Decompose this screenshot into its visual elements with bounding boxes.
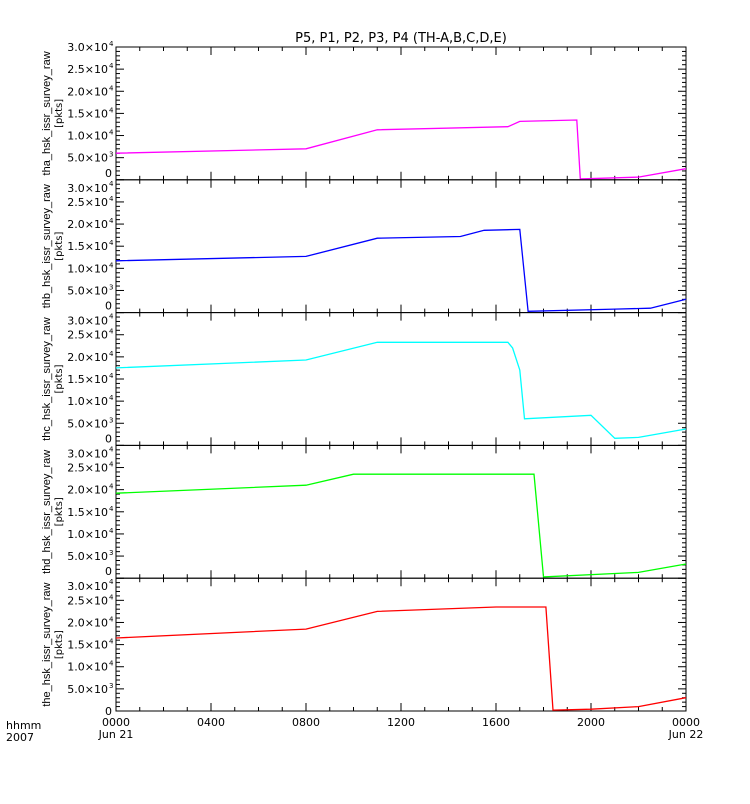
y-tick-label: 3.0×10 <box>67 41 108 54</box>
x-tick-date: Jun 22 <box>668 728 704 741</box>
y-tick-label: 2.0×10 <box>67 85 108 98</box>
y-tick-label: 3.0×10 <box>67 447 108 460</box>
y-tick-label: 0 <box>105 705 112 718</box>
y-tick-exponent: 3 <box>109 283 113 291</box>
panel-ylabel: thb_hsk_issr_survey_raw <box>41 184 53 308</box>
x-axis-label-year: 2007 <box>6 731 34 744</box>
y-tick-label: 3.0×10 <box>67 315 108 328</box>
x-tick-label: 1200 <box>387 716 415 729</box>
series-line-3 <box>115 473 687 578</box>
panel-ylabel: tha_hsk_issr_survey_raw <box>41 51 53 175</box>
x-tick-label: 0400 <box>197 716 225 729</box>
panel-frame <box>115 312 687 446</box>
y-tick-exponent: 4 <box>109 180 114 188</box>
y-tick-exponent: 4 <box>109 106 114 114</box>
y-tick-label: 2.5×10 <box>67 196 108 209</box>
panel-ylabel: the_hsk_issr_survey_raw <box>41 582 53 706</box>
x-tick-label: 0800 <box>292 716 320 729</box>
y-tick-label: 2.0×10 <box>67 351 108 364</box>
x-axis-label-format: hhmm <box>6 719 41 732</box>
y-tick-exponent: 4 <box>109 261 114 269</box>
y-tick-label: 1.5×10 <box>67 639 108 652</box>
y-tick-exponent: 4 <box>109 62 114 70</box>
y-tick-exponent: 4 <box>109 217 114 225</box>
y-tick-exponent: 4 <box>109 660 114 668</box>
y-tick-label: 0 <box>105 300 112 313</box>
y-tick-exponent: 3 <box>109 549 113 557</box>
y-tick-exponent: 4 <box>109 445 114 453</box>
y-tick-exponent: 3 <box>109 151 113 159</box>
y-tick-label: 1.0×10 <box>67 528 108 541</box>
y-tick-label: 0 <box>105 565 112 578</box>
y-tick-exponent: 4 <box>109 129 114 137</box>
y-tick-exponent: 4 <box>109 350 114 358</box>
y-tick-exponent: 4 <box>109 40 114 48</box>
series-line-0 <box>115 119 687 180</box>
y-tick-exponent: 4 <box>109 638 114 646</box>
x-tick-date: Jun 21 <box>98 728 134 741</box>
panel-units: [pkts] <box>54 630 65 659</box>
y-tick-label: 2.0×10 <box>67 484 108 497</box>
x-tick-label: 0000 <box>102 716 130 729</box>
y-tick-exponent: 4 <box>109 615 114 623</box>
panel-frame <box>115 179 687 314</box>
y-tick-exponent: 4 <box>109 578 114 586</box>
x-tick-label: 2000 <box>577 716 605 729</box>
y-tick-exponent: 4 <box>109 195 114 203</box>
chart-title: P5, P1, P2, P3, P4 (TH-A,B,C,D,E) <box>295 31 507 46</box>
y-tick-label: 5.0×10 <box>67 284 108 297</box>
y-tick-exponent: 3 <box>109 416 113 424</box>
y-tick-label: 2.0×10 <box>67 616 108 629</box>
y-tick-label: 2.5×10 <box>67 594 108 607</box>
y-tick-exponent: 4 <box>109 527 114 535</box>
y-tick-label: 1.0×10 <box>67 661 108 674</box>
y-tick-exponent: 4 <box>109 461 114 469</box>
series-line-2 <box>115 341 687 439</box>
y-tick-label: 1.5×10 <box>67 373 108 386</box>
panel-frame <box>115 444 687 579</box>
panel-ylabel: thc_hsk_issr_survey_raw <box>41 317 53 441</box>
y-tick-label: 1.0×10 <box>67 130 108 143</box>
y-tick-label: 5.0×10 <box>67 417 108 430</box>
y-tick-exponent: 4 <box>109 394 114 402</box>
y-tick-label: 5.0×10 <box>67 683 108 696</box>
y-tick-exponent: 4 <box>109 593 114 601</box>
y-tick-label: 2.5×10 <box>67 329 108 342</box>
y-tick-label: 2.5×10 <box>67 63 108 76</box>
y-tick-label: 2.5×10 <box>67 462 108 475</box>
series-line-1 <box>115 228 687 312</box>
panel-units: [pkts] <box>54 99 65 128</box>
y-tick-label: 1.0×10 <box>67 395 108 408</box>
y-tick-label: 2.0×10 <box>67 218 108 231</box>
panel-units: [pkts] <box>54 364 65 393</box>
panel-frame <box>115 577 687 712</box>
series-line-4 <box>115 606 687 711</box>
y-tick-label: 1.5×10 <box>67 506 108 519</box>
x-tick-label: 0000 <box>672 716 700 729</box>
y-tick-label: 1.0×10 <box>67 262 108 275</box>
panel-ylabel: thd_hsk_issr_survey_raw <box>41 450 53 574</box>
y-tick-exponent: 4 <box>109 372 114 380</box>
y-tick-label: 0 <box>105 167 112 180</box>
y-tick-label: 5.0×10 <box>67 550 108 563</box>
y-tick-label: 1.5×10 <box>67 107 108 120</box>
panel-units: [pkts] <box>54 232 65 261</box>
y-tick-label: 3.0×10 <box>67 580 108 593</box>
y-tick-label: 0 <box>105 432 112 445</box>
y-tick-exponent: 4 <box>109 483 114 491</box>
y-tick-exponent: 4 <box>109 505 114 513</box>
y-tick-label: 3.0×10 <box>67 182 108 195</box>
y-tick-exponent: 4 <box>109 239 114 247</box>
y-tick-exponent: 4 <box>109 328 114 336</box>
panel-frame <box>115 46 687 181</box>
y-tick-exponent: 4 <box>109 313 114 321</box>
y-tick-exponent: 3 <box>109 682 113 690</box>
y-tick-label: 5.0×10 <box>67 152 108 165</box>
x-tick-label: 1600 <box>482 716 510 729</box>
y-tick-exponent: 4 <box>109 84 114 92</box>
y-tick-label: 1.5×10 <box>67 240 108 253</box>
panel-units: [pkts] <box>54 497 65 526</box>
